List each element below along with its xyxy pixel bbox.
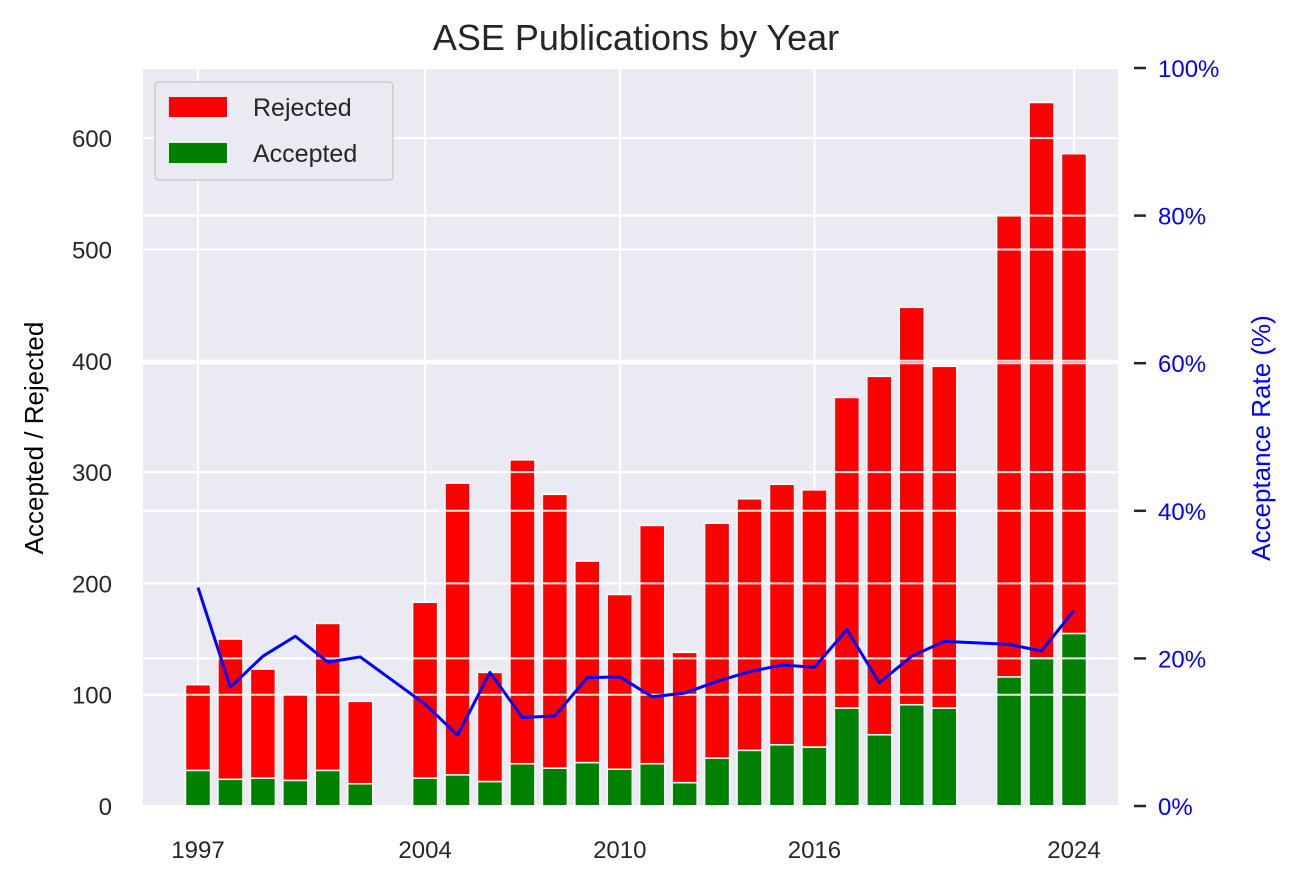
bar-rejected-2008 — [541, 493, 569, 769]
acceptance-rate-line — [196, 587, 1076, 737]
bar-accepted-2017 — [833, 707, 861, 807]
bar-accepted-2008 — [541, 767, 569, 807]
legend-label-rejected: Rejected — [253, 94, 352, 122]
y-tick-label: 600 — [72, 126, 112, 153]
bar-rejected-2011 — [638, 524, 666, 765]
y-tick-label: 400 — [72, 349, 112, 376]
right-axis-ticks: 0% 20% 40% 60% 80% 100% — [1134, 56, 1219, 821]
bar-accepted-1998 — [217, 778, 244, 807]
bar-accepted-1999 — [249, 777, 277, 807]
bar-accepted-1997 — [184, 769, 212, 807]
bar-rejected-2023 — [1028, 101, 1055, 659]
bar-rejected-2000 — [282, 693, 309, 782]
y2-tick-label: 40% — [1158, 499, 1206, 526]
y2-tick-label: 0% — [1158, 794, 1193, 821]
y-tick-label: 100 — [72, 683, 112, 710]
legend-swatch-rejected — [169, 97, 227, 117]
left-axis-ticks: 0 100 200 300 400 500 600 — [72, 126, 112, 821]
bar-accepted-2006 — [476, 780, 504, 807]
bar-accepted-2000 — [282, 779, 309, 807]
bar-accepted-2012 — [671, 781, 698, 807]
bar-rejected-2012 — [671, 651, 698, 784]
y-tick-label: 0 — [99, 794, 112, 821]
bar-accepted-2010 — [606, 768, 634, 807]
bar-accepted-2015 — [768, 744, 796, 807]
x-tick-label: 1997 — [171, 837, 224, 864]
bar-rejected-1999 — [249, 668, 277, 779]
bar-rejected-2019 — [898, 306, 926, 706]
bar-rejected-2004 — [411, 601, 439, 779]
bar-rejected-1997 — [184, 683, 212, 772]
bar-accepted-2016 — [801, 746, 828, 807]
y2-tick-label: 60% — [1158, 351, 1206, 378]
bar-rejected-2005 — [444, 482, 471, 776]
y2-tick-label: 20% — [1158, 646, 1206, 673]
bar-accepted-2009 — [574, 761, 601, 807]
y2-tick-label: 80% — [1158, 204, 1206, 231]
bar-rejected-2013 — [703, 522, 731, 759]
y2-axis-label: Acceptance Rate (%) — [1246, 315, 1276, 561]
y-tick-label: 500 — [72, 237, 112, 264]
chart-title: ASE Publications by Year — [433, 17, 839, 58]
acceptance-rate-polyline — [196, 587, 1076, 737]
bar-rejected-2002 — [346, 700, 374, 785]
bar-rejected-2009 — [574, 560, 601, 764]
bar-accepted-2024 — [1060, 632, 1088, 807]
x-axis-ticks: 1997 2004 2010 2016 2024 — [171, 837, 1100, 864]
x-tick-label: 2010 — [593, 837, 646, 864]
bar-accepted-2011 — [638, 762, 666, 807]
y-tick-label: 300 — [72, 460, 112, 487]
bar-accepted-2019 — [898, 703, 926, 807]
bar-rejected-2024 — [1060, 152, 1088, 635]
bar-rejected-2017 — [833, 396, 861, 709]
legend: Rejected Accepted — [154, 81, 394, 181]
x-tick-label: 2004 — [398, 837, 451, 864]
bar-rejected-2016 — [801, 489, 828, 748]
bar-accepted-2018 — [866, 734, 893, 807]
x-tick-label: 2016 — [788, 837, 841, 864]
bar-accepted-2005 — [444, 774, 471, 807]
bar-accepted-2013 — [703, 757, 731, 807]
bar-accepted-2001 — [314, 769, 342, 807]
bar-accepted-2023 — [1028, 657, 1055, 807]
bar-accepted-2007 — [509, 762, 536, 807]
bar-rejected-1998 — [217, 638, 244, 781]
bar-rejected-2020 — [930, 365, 958, 709]
bar-accepted-2004 — [411, 777, 439, 807]
legend-swatch-accepted — [169, 143, 227, 163]
bar-accepted-2020 — [930, 707, 958, 807]
bar-rejected-2014 — [736, 498, 763, 752]
y-axis-label: Accepted / Rejected — [19, 322, 49, 555]
y-tick-label: 200 — [72, 571, 112, 598]
bar-rejected-2022 — [995, 214, 1023, 678]
y2-tick-label: 100% — [1158, 56, 1219, 83]
bar-rejected-2015 — [768, 483, 796, 746]
bars — [143, 67, 1118, 807]
legend-label-accepted: Accepted — [253, 140, 357, 168]
bar-rejected-2001 — [314, 622, 342, 772]
x-tick-label: 2024 — [1047, 837, 1100, 864]
bar-accepted-2022 — [995, 676, 1023, 807]
bar-accepted-2014 — [736, 749, 763, 807]
bar-accepted-2002 — [346, 782, 374, 807]
